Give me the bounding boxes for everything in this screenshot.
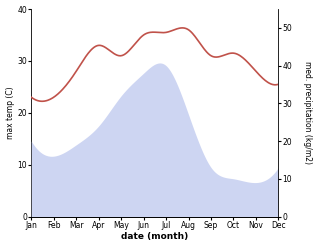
Y-axis label: med. precipitation (kg/m2): med. precipitation (kg/m2)	[303, 61, 313, 164]
Y-axis label: max temp (C): max temp (C)	[5, 86, 15, 139]
X-axis label: date (month): date (month)	[121, 232, 189, 242]
